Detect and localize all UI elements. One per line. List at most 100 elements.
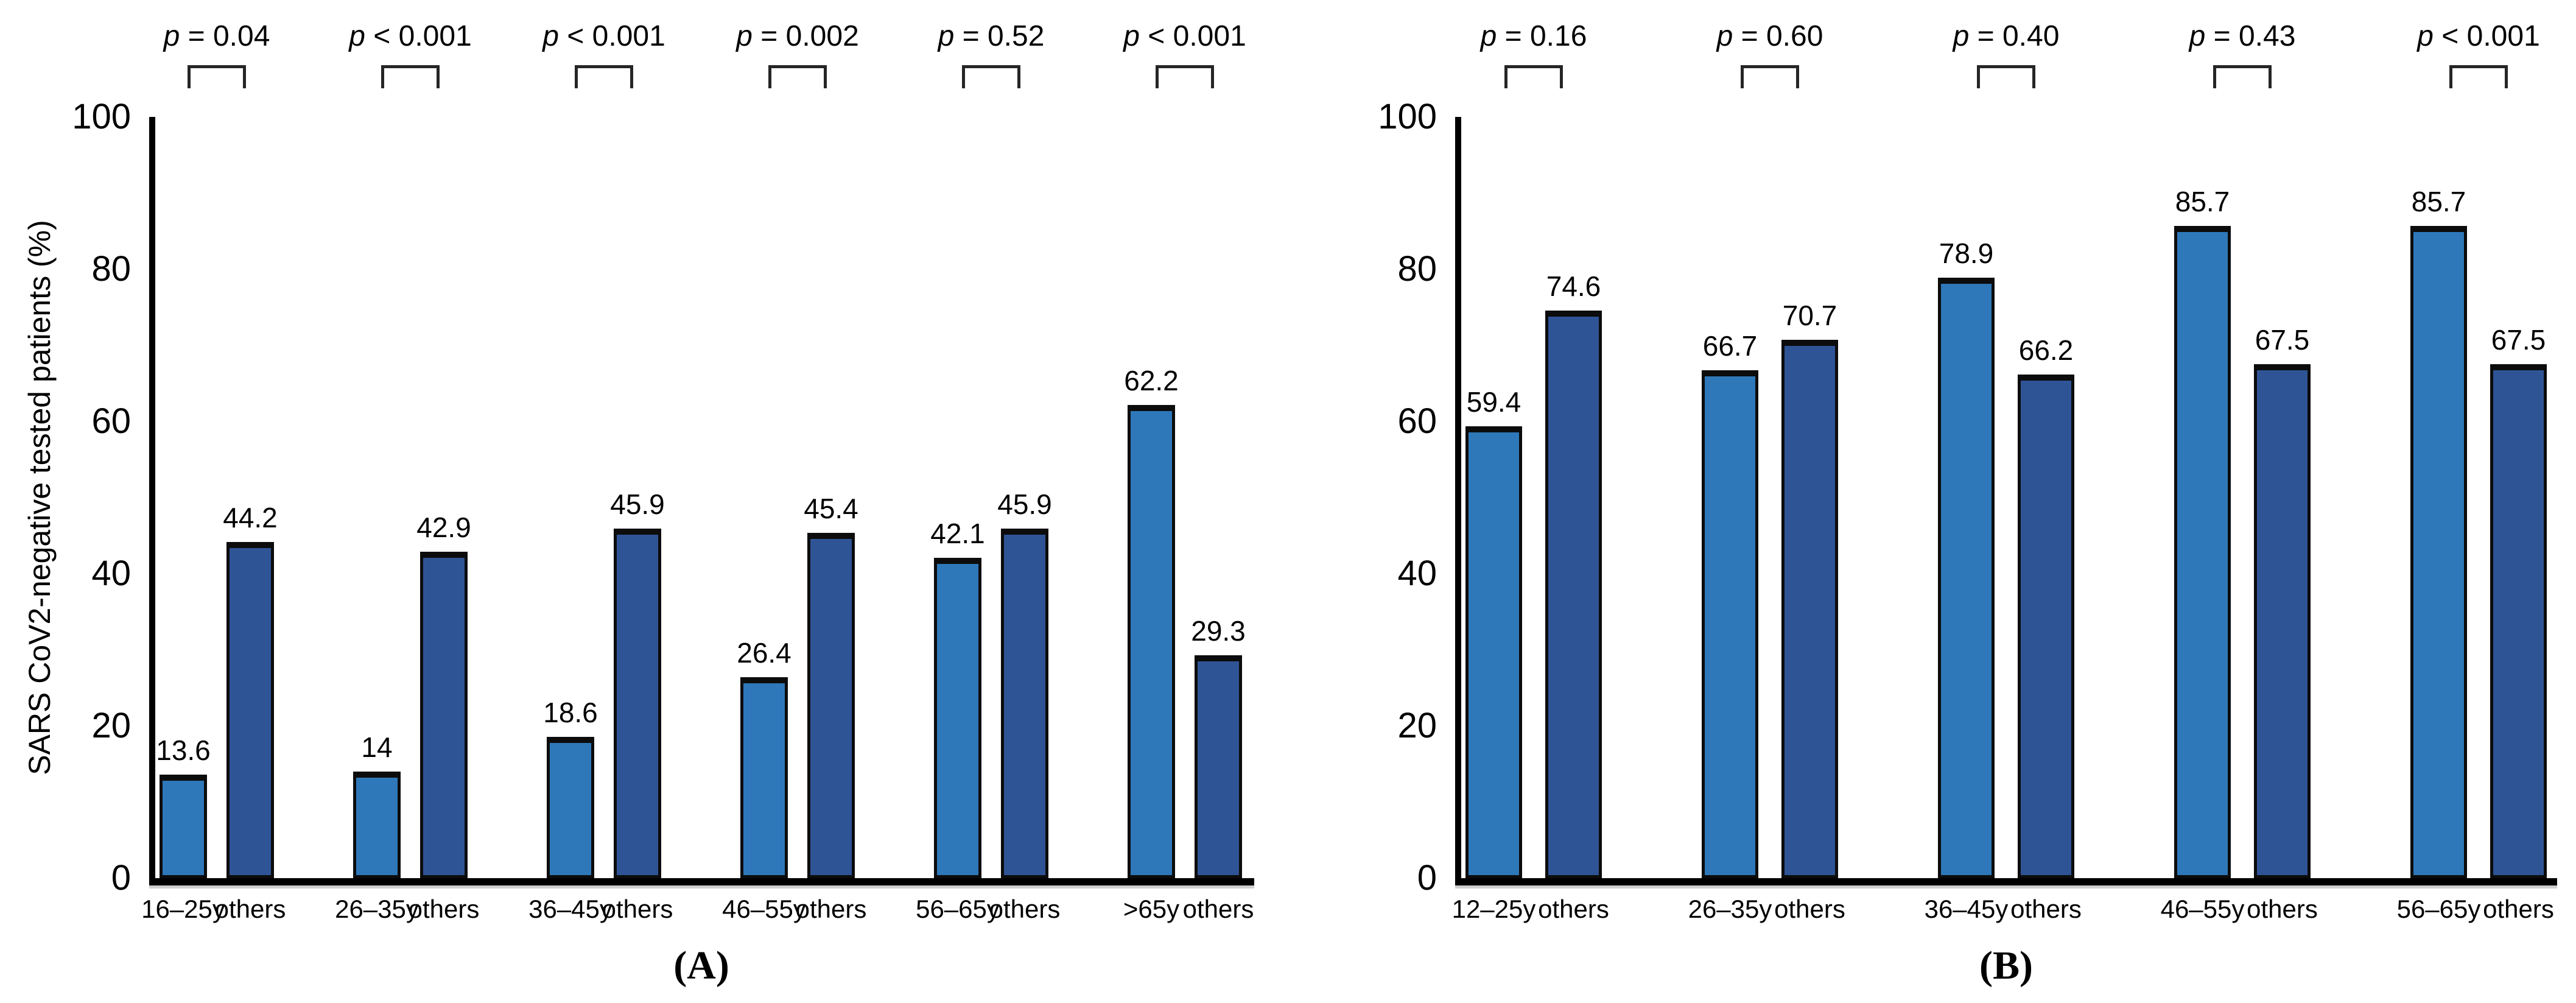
bar-value-label: 67.5 [2255, 324, 2310, 356]
bar-value-label: 13.6 [156, 734, 211, 766]
significance-bracket [2449, 65, 2508, 88]
significance-bracket [962, 65, 1020, 88]
significance-bracket [768, 65, 827, 88]
bar-B-56-65y [2410, 225, 2467, 878]
p-value-label: p = 0.60 [1636, 21, 1904, 52]
x-tick-label: 36–45y [1924, 895, 2009, 923]
x-tick-label: others [2010, 895, 2082, 923]
p-value-label: p < 0.001 [2345, 21, 2576, 52]
x-tick-label: others [2247, 895, 2318, 923]
p-symbol: p [163, 20, 180, 52]
bar-A-36-45y [547, 736, 594, 878]
bar-value-label: 14 [361, 731, 393, 763]
p-value-text: < 0.001 [365, 20, 472, 52]
x-tick-label: others [1182, 895, 1254, 923]
bar-value-label: 85.7 [2175, 185, 2230, 217]
p-symbol: p [2189, 20, 2206, 52]
x-tick-label: 36–45y [528, 895, 612, 923]
y-tick-label: 60 [91, 401, 131, 441]
bar-value-label: 59.4 [1466, 385, 1521, 418]
bar-B-others [2254, 364, 2311, 878]
bar-B-others [1545, 310, 1602, 878]
y-tick-label: 40 [91, 554, 131, 593]
p-symbol: p [1953, 20, 1970, 52]
bar-A-46-55y [740, 677, 788, 878]
p-value-label: p = 0.16 [1400, 21, 1668, 52]
y-tick-label: 40 [1397, 554, 1437, 593]
bar-value-label: 42.1 [930, 517, 985, 549]
x-tick-label: others [408, 895, 480, 923]
p-value-label: p < 0.001 [1051, 21, 1319, 52]
bar-value-label: 26.4 [737, 637, 791, 669]
x-tick-label: others [1538, 895, 1609, 923]
bar-A-26-35y [353, 772, 401, 878]
x-tick-label: 12–25y [1451, 895, 1536, 923]
p-symbol: p [542, 20, 559, 52]
y-tick-label: 60 [1397, 401, 1437, 441]
p-value-text: = 0.002 [752, 20, 859, 52]
bar-A-56-65y [934, 557, 981, 878]
significance-bracket [1977, 65, 2035, 88]
x-tick-label: 56–65y [916, 895, 1000, 923]
bar-A-others [614, 529, 661, 878]
p-symbol: p [736, 20, 753, 52]
significance-bracket [1741, 65, 1799, 88]
p-symbol: p [349, 20, 365, 52]
p-symbol: p [1480, 20, 1497, 52]
y-axis-line [1455, 117, 1461, 878]
p-value-text: = 0.40 [1969, 20, 2060, 52]
bar-B-12-25y [1465, 426, 1522, 878]
x-tick-label: others [214, 895, 286, 923]
p-symbol: p [938, 20, 955, 52]
x-tick-label: others [989, 895, 1061, 923]
x-axis-line [1455, 878, 2557, 885]
bar-value-label: 70.7 [1782, 300, 1837, 332]
significance-bracket [381, 65, 440, 88]
x-tick-label: 46–55y [722, 895, 806, 923]
x-tick-label: 16–25y [141, 895, 225, 923]
p-value-label: p = 0.002 [664, 21, 932, 52]
p-symbol: p [1716, 20, 1733, 52]
bar-A-others [420, 551, 468, 878]
y-tick-label: 20 [1397, 706, 1437, 745]
bar-B-others [2018, 374, 2074, 878]
p-value-text: = 0.60 [1733, 20, 1823, 52]
p-symbol: p [1123, 20, 1140, 52]
significance-bracket [188, 65, 246, 88]
bar-value-label: 85.7 [2411, 185, 2466, 217]
bar-B-others [1781, 340, 1838, 878]
p-value-text: = 0.04 [180, 20, 270, 52]
bar-B-36-45y [1938, 277, 1995, 878]
y-axis-line [149, 117, 155, 878]
p-value-text: < 0.001 [2433, 20, 2540, 52]
bar-B-26-35y [1702, 370, 1758, 878]
bar-A-others [807, 532, 855, 878]
bar-value-label: 67.5 [2491, 324, 2546, 356]
x-tick-label: others [1774, 895, 1845, 923]
bar-value-label: 78.9 [1939, 237, 1994, 269]
x-tick-label: >65y [1123, 895, 1180, 923]
bar-A-others [226, 541, 274, 878]
bar-value-label: 44.2 [223, 501, 278, 533]
p-value-text: < 0.001 [558, 20, 665, 52]
bar-value-label: 18.6 [543, 696, 598, 728]
p-value-text: < 0.001 [1139, 20, 1246, 52]
panel-A-caption: (A) [673, 943, 729, 988]
p-value-label: p < 0.001 [470, 21, 738, 52]
x-tick-label: 46–55y [2160, 895, 2245, 923]
bar-A-others [1195, 655, 1242, 878]
bar-A-16-25y [160, 775, 207, 878]
p-value-label: p = 0.52 [857, 21, 1125, 52]
p-symbol: p [2417, 20, 2434, 52]
y-tick-label: 0 [111, 858, 131, 898]
p-value-text: = 0.52 [954, 20, 1045, 52]
p-value-text: = 0.43 [2205, 20, 2296, 52]
bar-A-others [1001, 529, 1048, 878]
significance-bracket [1156, 65, 1214, 88]
significance-bracket [2213, 65, 2272, 88]
bar-value-label: 29.3 [1191, 614, 1246, 647]
x-axis-line [149, 878, 1254, 885]
